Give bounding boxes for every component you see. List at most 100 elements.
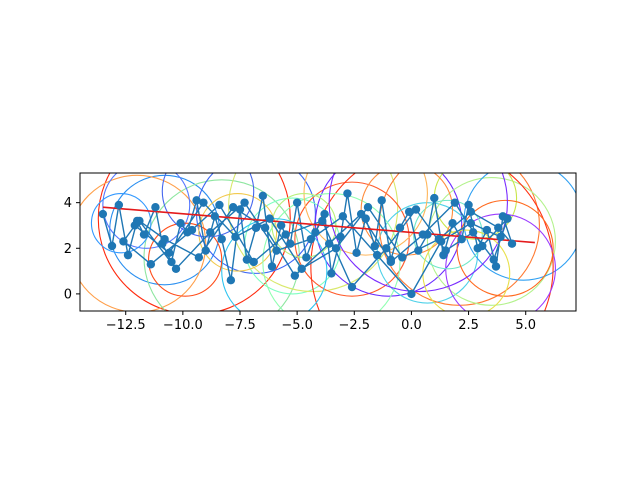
data-point bbox=[464, 200, 473, 210]
circle-outline bbox=[221, 218, 328, 311]
circle-outline bbox=[328, 173, 508, 293]
data-point bbox=[343, 189, 352, 198]
circle-outline bbox=[80, 174, 207, 311]
data-point bbox=[414, 246, 423, 255]
x-tick-label: 2.5 bbox=[458, 318, 479, 333]
circle-outline bbox=[456, 199, 554, 297]
data-point bbox=[139, 230, 149, 239]
data-point bbox=[311, 228, 320, 237]
data-point bbox=[297, 264, 306, 274]
plot-frame bbox=[79, 172, 577, 312]
circle-outline bbox=[413, 199, 483, 270]
circle-outline bbox=[463, 173, 576, 281]
data-point bbox=[302, 253, 311, 262]
circle-outline bbox=[97, 173, 291, 311]
data-point bbox=[265, 214, 274, 223]
y-axis: 0 2 4 bbox=[64, 196, 80, 302]
data-point bbox=[507, 239, 517, 248]
data-point bbox=[135, 216, 144, 226]
data-point bbox=[418, 230, 428, 239]
data-point bbox=[192, 196, 201, 205]
data-point bbox=[466, 207, 476, 216]
data-point bbox=[448, 218, 457, 228]
x-axis: −12.5 −10.0 −7.5 −5.0 −2.5 0.0 2.5 5.0 bbox=[106, 311, 536, 333]
x-tick-label: −12.5 bbox=[106, 318, 146, 333]
data-point bbox=[482, 225, 492, 235]
points-layer bbox=[98, 189, 517, 299]
data-point bbox=[194, 253, 204, 262]
data-point bbox=[363, 203, 373, 212]
data-point bbox=[210, 212, 220, 221]
data-point bbox=[226, 276, 236, 285]
data-point bbox=[215, 200, 224, 210]
data-point bbox=[503, 214, 512, 223]
data-point bbox=[320, 209, 329, 219]
data-point bbox=[441, 246, 450, 255]
data-point bbox=[107, 241, 117, 251]
data-point bbox=[119, 237, 128, 246]
data-point bbox=[160, 234, 169, 244]
x-tick-label: −10.0 bbox=[163, 318, 203, 333]
data-point bbox=[318, 216, 327, 226]
data-point bbox=[494, 223, 503, 232]
data-point bbox=[199, 198, 208, 207]
data-point bbox=[292, 198, 302, 207]
x-tick-label: 0.0 bbox=[401, 318, 422, 333]
data-point bbox=[290, 271, 300, 280]
circle-outline bbox=[262, 192, 401, 311]
data-point bbox=[336, 232, 345, 242]
data-point bbox=[468, 228, 478, 237]
x-tick-label: 5.0 bbox=[515, 318, 536, 333]
data-point bbox=[187, 225, 197, 235]
data-point bbox=[338, 212, 348, 221]
data-point bbox=[324, 239, 334, 248]
circle-outline bbox=[294, 181, 410, 297]
data-point bbox=[164, 248, 174, 258]
data-point bbox=[352, 248, 361, 258]
data-point bbox=[411, 205, 421, 214]
data-point bbox=[496, 232, 505, 242]
y-tick-label: 0 bbox=[64, 287, 72, 302]
data-point bbox=[466, 218, 476, 228]
data-point bbox=[377, 196, 386, 205]
circle-outline bbox=[161, 173, 255, 238]
data-point bbox=[249, 257, 258, 267]
data-point bbox=[251, 223, 261, 232]
circle-outline bbox=[426, 177, 556, 306]
data-point bbox=[176, 218, 185, 228]
data-point bbox=[386, 257, 396, 267]
data-point bbox=[306, 234, 316, 244]
data-point bbox=[171, 264, 181, 274]
data-point bbox=[478, 241, 487, 251]
data-point bbox=[151, 203, 160, 212]
circle-outline bbox=[90, 192, 152, 254]
y-tick-label: 2 bbox=[64, 242, 72, 257]
x-tick-label: −7.5 bbox=[224, 318, 256, 333]
data-point bbox=[123, 250, 133, 260]
data-point bbox=[242, 255, 252, 264]
y-tick-label: 4 bbox=[64, 196, 72, 211]
data-point bbox=[327, 269, 336, 278]
data-point bbox=[267, 262, 277, 271]
data-point bbox=[235, 205, 245, 214]
data-point bbox=[436, 237, 446, 246]
data-point bbox=[167, 257, 176, 267]
data-point bbox=[206, 228, 215, 237]
data-point bbox=[347, 282, 357, 292]
data-point bbox=[370, 241, 380, 251]
data-point bbox=[331, 244, 341, 253]
data-point bbox=[372, 250, 382, 260]
data-point bbox=[217, 234, 226, 244]
data-point bbox=[114, 200, 124, 210]
circle-outline bbox=[198, 192, 278, 272]
circle-outline bbox=[310, 173, 554, 311]
data-point bbox=[201, 246, 210, 255]
circle-outline bbox=[148, 222, 223, 297]
data-point bbox=[146, 260, 156, 269]
data-point bbox=[398, 253, 407, 262]
data-point bbox=[240, 198, 249, 207]
data-point bbox=[260, 223, 270, 232]
data-point bbox=[407, 289, 416, 299]
